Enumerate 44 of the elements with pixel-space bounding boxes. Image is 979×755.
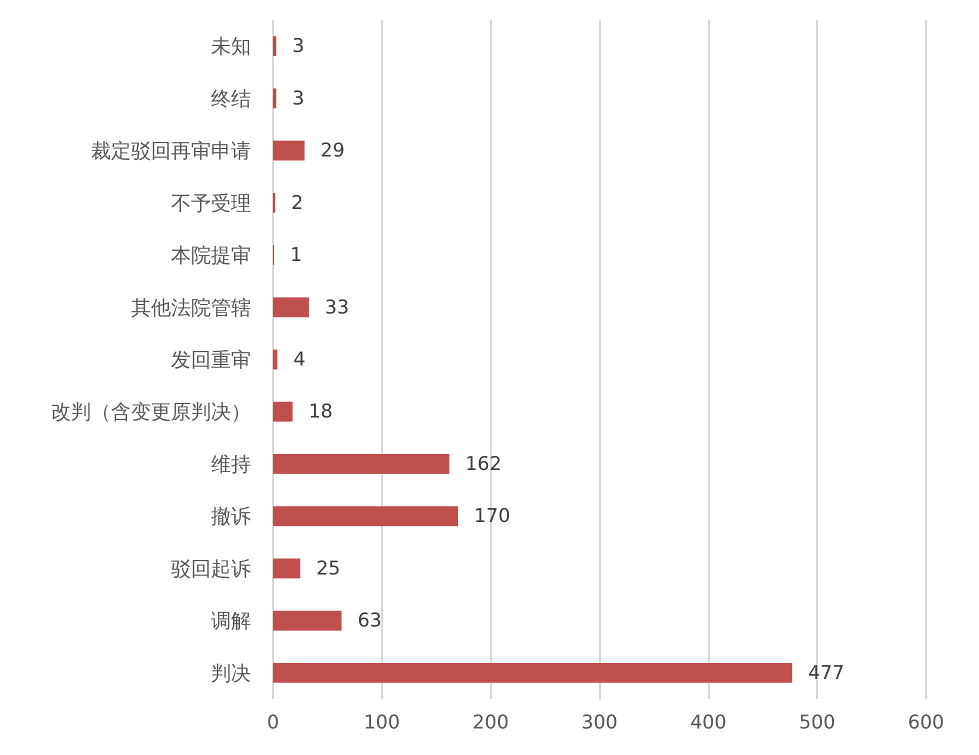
data-label: 18 bbox=[308, 400, 333, 423]
x-tick-label: 0 bbox=[266, 712, 280, 734]
bar bbox=[273, 36, 276, 56]
x-tick-label: 100 bbox=[364, 712, 400, 734]
bar bbox=[273, 88, 276, 108]
bar bbox=[273, 506, 458, 526]
y-tick-label: 其他法院管辖 bbox=[131, 295, 251, 320]
y-tick-label: 未知 bbox=[211, 34, 251, 58]
x-tick-label: 300 bbox=[581, 712, 618, 734]
y-tick-label: 维持 bbox=[211, 452, 251, 476]
bar bbox=[273, 662, 792, 683]
data-label: 1 bbox=[290, 244, 302, 266]
bar bbox=[273, 297, 309, 318]
x-tick-label: 500 bbox=[799, 712, 836, 734]
y-tick-label: 判决 bbox=[211, 660, 251, 685]
y-tick-label: 发回重审 bbox=[171, 348, 251, 372]
x-tick-label: 200 bbox=[472, 712, 509, 734]
data-label: 2 bbox=[291, 192, 304, 214]
y-tick-label: 不予受理 bbox=[171, 190, 251, 215]
data-label: 3 bbox=[292, 87, 304, 110]
bar bbox=[273, 350, 278, 370]
bar bbox=[273, 610, 342, 631]
data-label: 477 bbox=[808, 662, 844, 684]
y-tick-label: 调解 bbox=[211, 608, 251, 633]
y-tick-label: 终结 bbox=[211, 86, 251, 110]
x-tick-label: 600 bbox=[908, 712, 944, 734]
bar bbox=[273, 402, 293, 422]
bar bbox=[273, 558, 300, 578]
y-tick-label: 撤诉 bbox=[211, 504, 251, 528]
data-label: 3 bbox=[292, 35, 304, 58]
data-label: 4 bbox=[293, 348, 306, 370]
data-label: 25 bbox=[316, 557, 340, 580]
data-label: 162 bbox=[465, 452, 502, 475]
x-tick-label: 400 bbox=[690, 712, 726, 734]
bar bbox=[273, 454, 450, 474]
y-tick-label: 驳回起诉 bbox=[171, 556, 251, 580]
bar bbox=[273, 140, 305, 160]
y-tick-label: 裁定驳回再审申请 bbox=[91, 138, 251, 163]
data-label: 170 bbox=[474, 505, 510, 528]
data-label: 29 bbox=[320, 140, 345, 162]
data-label: 33 bbox=[324, 296, 350, 318]
y-tick-label: 本院提审 bbox=[171, 243, 251, 268]
data-label: 63 bbox=[358, 610, 382, 632]
y-tick-label: 改判（含变更原判决） bbox=[51, 400, 251, 424]
